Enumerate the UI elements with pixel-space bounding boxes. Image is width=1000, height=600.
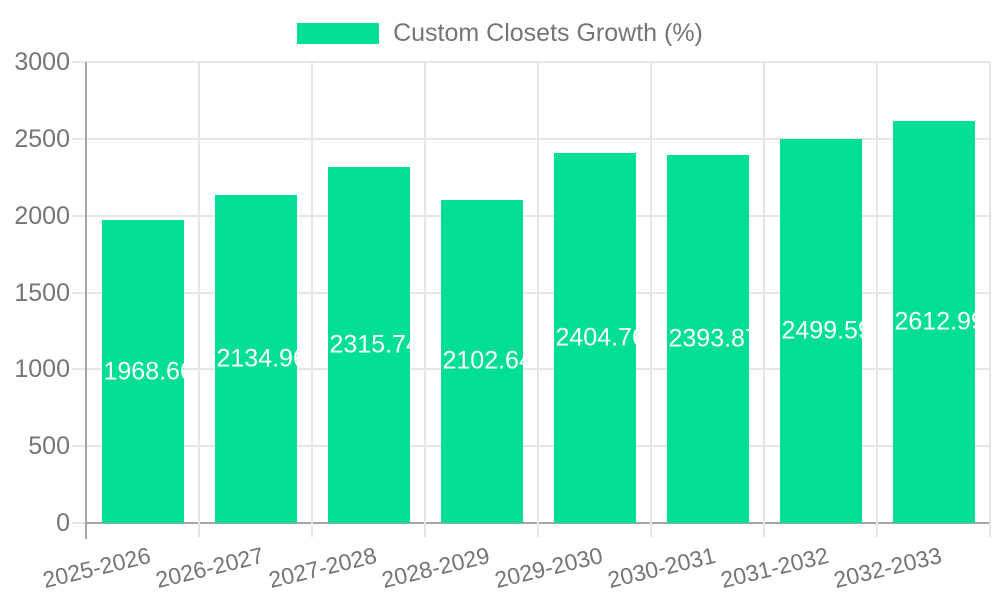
y-axis-tick-label: 3000: [14, 48, 70, 76]
bar-value-label: 2315.74: [329, 330, 410, 359]
gridline-vertical: [424, 62, 426, 523]
x-tick-mark: [424, 523, 426, 537]
plot-area: 0 500 1000 1500 2000 2500 3000 1968.66 2134.96 23…: [14, 48, 991, 593]
bar-2030-2031[interactable]: 2393.87: [666, 155, 749, 523]
y-tick-mark: [72, 137, 86, 140]
legend-label: Custom Closets Growth (%): [393, 19, 703, 47]
bar-value-label: 2404.76: [555, 323, 636, 352]
bar-value-label: 2393.87: [668, 324, 749, 353]
bar-2028-2029[interactable]: 2102.64: [440, 199, 523, 523]
y-tick-mark: [72, 368, 86, 371]
bar-value-label: 1968.66: [103, 357, 184, 386]
x-tick-mark: [763, 523, 765, 537]
y-tick-mark: [72, 291, 86, 294]
gridline-vertical: [763, 62, 765, 523]
y-tick-mark: [72, 445, 86, 448]
y-axis-tick-label: 1500: [14, 278, 70, 307]
x-tick-mark: [311, 523, 313, 537]
x-tick-mark: [876, 523, 878, 537]
y-axis-tick-label: 0: [56, 509, 70, 537]
x-tick-mark: [989, 523, 991, 537]
bar-value-label: 2499.59: [781, 316, 862, 345]
legend-swatch: [297, 23, 380, 44]
bar-2026-2027[interactable]: 2134.96: [214, 194, 297, 523]
bar-2025-2026[interactable]: 1968.66: [101, 220, 184, 523]
y-tick-mark: [72, 61, 86, 63]
bar-2031-2032[interactable]: 2499.59: [779, 138, 862, 523]
bar-value-label: 2102.64: [442, 346, 523, 375]
gridline-vertical: [311, 62, 313, 523]
gridline-vertical: [989, 62, 991, 523]
y-axis-tick-label: 1000: [14, 355, 70, 384]
y-tick-mark: [72, 522, 86, 524]
y-axis-tick-label: 2500: [14, 124, 70, 153]
x-tick-mark: [537, 523, 539, 537]
y-axis-tick-label: 2000: [14, 201, 70, 230]
legend[interactable]: Custom Closets Growth (%): [0, 19, 1000, 48]
bar-2029-2030[interactable]: 2404.76: [553, 153, 636, 523]
gridline-vertical: [198, 62, 200, 523]
gridline-vertical: [876, 62, 878, 523]
bar-value-label: 2612.99: [894, 307, 975, 336]
gridline-vertical: [650, 62, 652, 523]
y-axis-line: [85, 62, 87, 539]
gridline-vertical: [537, 62, 539, 523]
bar-value-label: 2134.96: [216, 344, 297, 373]
x-tick-mark: [198, 523, 200, 537]
bar-2032-2033[interactable]: 2612.99: [892, 121, 975, 523]
x-tick-mark: [650, 523, 652, 537]
y-tick-mark: [72, 214, 86, 217]
bar-2027-2028[interactable]: 2315.74: [327, 167, 410, 523]
y-axis-tick-label: 500: [28, 432, 70, 461]
